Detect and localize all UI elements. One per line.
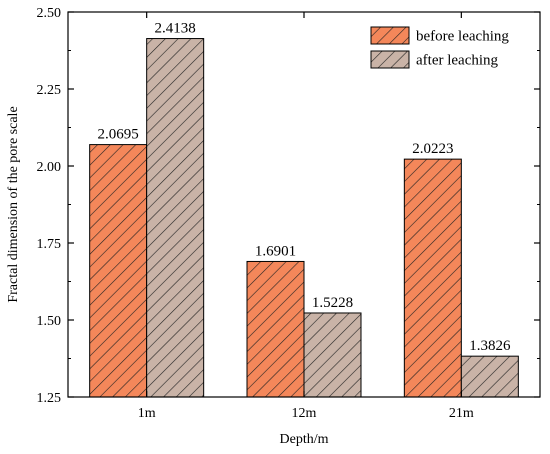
bar-before-1m xyxy=(89,144,148,398)
x-tick-label: 21m xyxy=(449,406,474,421)
y-tick-label: 2.50 xyxy=(37,6,62,21)
y-tick-label: 2.00 xyxy=(37,160,62,175)
y-axis: 1.25 1.50 1.75 2.00 2.25 2.50 xyxy=(37,6,540,406)
data-label: 1.3826 xyxy=(469,338,511,354)
legend: before leaching after leaching xyxy=(370,26,509,69)
x-axis: 1m 12m 21m xyxy=(138,12,474,421)
legend-label: before leaching xyxy=(416,29,509,45)
x-tick-label: 12m xyxy=(292,406,317,421)
y-axis-title: Fractal dimension of the pore scale xyxy=(6,106,21,302)
y-tick-label: 1.75 xyxy=(37,237,62,252)
y-tick-label: 1.50 xyxy=(37,314,62,329)
bar-before-12m xyxy=(246,260,305,398)
x-tick-label: 1m xyxy=(138,406,156,421)
bar-before-21m xyxy=(403,158,462,398)
y-tick-label: 2.25 xyxy=(37,83,62,98)
y-tick-label: 1.25 xyxy=(37,391,62,406)
data-label: 2.0695 xyxy=(98,127,139,143)
bar-after-21m xyxy=(460,355,519,398)
data-label: 2.0223 xyxy=(412,141,453,157)
data-labels-layer: 2.0695 2.4138 1.6901 1.5228 2.0223 1.3826 xyxy=(98,21,511,355)
legend-swatch xyxy=(370,50,410,69)
legend-label: after leaching xyxy=(416,53,499,69)
data-label: 2.4138 xyxy=(155,21,196,37)
data-label: 1.6901 xyxy=(255,243,296,259)
bars-layer xyxy=(89,38,519,398)
bar-after-12m xyxy=(303,312,362,398)
bar-after-1m xyxy=(146,38,205,398)
legend-swatch xyxy=(370,26,410,45)
x-axis-title: Depth/m xyxy=(280,432,329,447)
data-label: 1.5228 xyxy=(312,295,353,311)
